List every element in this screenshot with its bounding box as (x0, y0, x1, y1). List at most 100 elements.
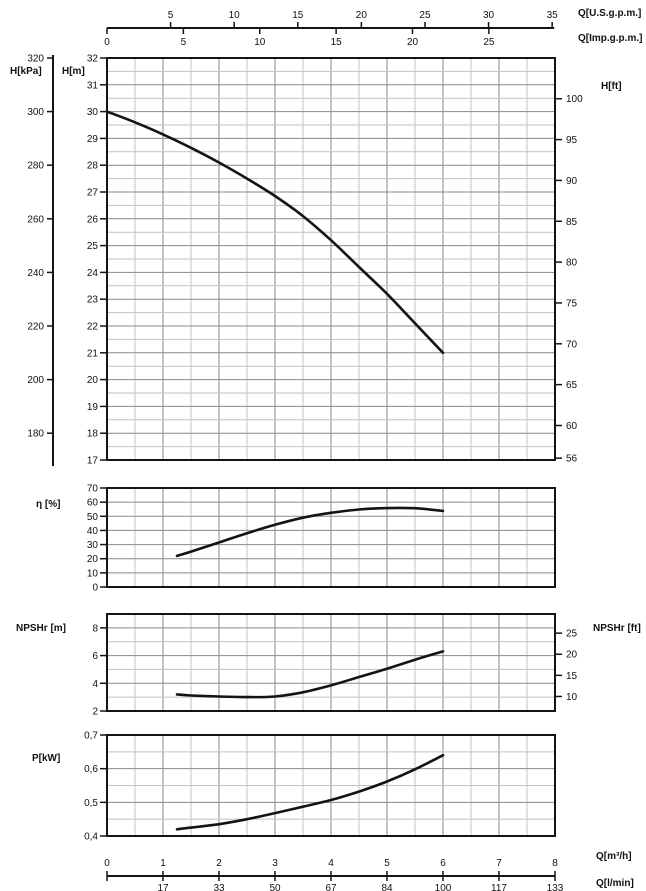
npsh-curve (175, 650, 445, 699)
head-ft-tick-label: 70 (566, 339, 578, 350)
power-tick-label: 0,5 (84, 798, 98, 809)
impgpm-tick-label: 5 (181, 37, 187, 48)
efficiency-plot: 0 10 20 30 40 50 60 70 (87, 484, 556, 594)
efficiency-tick-label: 30 (87, 540, 99, 551)
m3h-tick-label: 8 (552, 858, 558, 869)
m3h-tick-label: 5 (384, 858, 390, 869)
efficiency-tick-label: 20 (87, 554, 99, 565)
kpa-tick-label: 220 (27, 322, 44, 333)
m3h-tick-label: 7 (496, 858, 502, 869)
lmin-tick-label: 117 (491, 883, 507, 891)
head-m-tick-label: 31 (87, 80, 99, 91)
usgpm-tick-label: 15 (292, 10, 304, 21)
head-m-tick-label: 21 (87, 348, 99, 359)
head-m-unit-label: H[m] (62, 66, 85, 77)
lmin-tick-label: 100 (435, 883, 452, 891)
bottom-lmin-unit-label: Q[l/min] (596, 878, 634, 889)
head-m-tick-label: 32 (87, 54, 99, 65)
head-plot: 17 18 19 20 21 22 23 24 25 26 27 28 29 30 31 32 56 60 65 70… (87, 54, 583, 467)
impgpm-tick-label: 20 (407, 37, 419, 48)
lmin-tick-label: 33 (213, 883, 225, 891)
npsh-m-tick-label: 8 (92, 623, 98, 634)
head-m-tick-label: 26 (87, 214, 99, 225)
head-m-tick-label: 17 (87, 456, 99, 467)
impgpm-tick-label: 15 (331, 37, 343, 48)
head-m-tick-label: 24 (87, 268, 99, 279)
head-ft-tick-label: 60 (566, 421, 578, 432)
impgpm-tick-label: 0 (104, 37, 110, 48)
efficiency-tick-label: 60 (87, 498, 99, 509)
head-ft-tick-label: 95 (566, 135, 578, 146)
efficiency-tick-label: 0 (92, 583, 98, 594)
kpa-tick-label: 300 (27, 107, 44, 118)
usgpm-tick-label: 5 (168, 10, 174, 21)
npsh-ft-tick-label: 10 (566, 692, 578, 703)
head-ft-tick-label: 65 (566, 380, 578, 391)
head-ft-tick-label: 85 (566, 217, 578, 228)
head-ft-unit-label: H[ft] (601, 81, 622, 92)
power-plot-frame (106, 734, 556, 837)
impgpm-tick-label: 10 (254, 37, 266, 48)
npsh-plot: 2 4 6 8 10 15 20 25 (92, 613, 578, 718)
head-curve (105, 110, 445, 355)
usgpm-tick-label: 30 (483, 10, 495, 21)
npsh-ft-tick-label: 15 (566, 671, 578, 682)
m3h-tick-label: 4 (328, 858, 334, 869)
head-ft-tick-label: 100 (566, 94, 583, 105)
usgpm-tick-label: 10 (229, 10, 241, 21)
lmin-tick-label: 67 (325, 883, 337, 891)
head-m-tick-label: 27 (87, 188, 99, 199)
head-m-tick-label: 29 (87, 134, 99, 145)
top-usgpm-unit-label: Q[U.S.g.p.m.] (578, 8, 642, 19)
usgpm-tick-label: 25 (419, 10, 431, 21)
efficiency-tick-label: 40 (87, 526, 99, 537)
usgpm-tick-label: 35 (547, 10, 559, 21)
npsh-ft-unit-label: NPSHr [ft] (593, 623, 641, 634)
power-plot: 0,4 0,5 0,6 0,7 (84, 731, 556, 843)
head-kpa-axis: 180 200 220 240 260 280 300 320 (27, 54, 54, 466)
efficiency-unit-label: η [%] (36, 499, 61, 510)
efficiency-plot-frame (106, 487, 556, 588)
head-plot-frame (106, 57, 556, 461)
kpa-tick-label: 240 (27, 268, 44, 279)
npsh-ft-tick-label: 25 (566, 629, 578, 640)
head-ft-tick-label: 80 (566, 258, 578, 269)
m3h-tick-label: 1 (160, 858, 166, 869)
head-ft-tick-label: 75 (566, 298, 578, 309)
efficiency-tick-label: 10 (87, 568, 99, 579)
head-ft-tick-label: 90 (566, 176, 578, 187)
lmin-tick-label: 50 (269, 883, 281, 891)
power-tick-label: 0,7 (84, 731, 98, 742)
bottom-flow-axis: 0 1 2 3 4 5 6 7 817 33 50 67 84 100 117 133 (104, 858, 564, 891)
kpa-tick-label: 180 (27, 429, 44, 440)
top-flow-axis: 5 10 15 20 25 30 35 0 5 10 15 20 25 (104, 10, 558, 48)
npsh-m-tick-label: 4 (92, 679, 98, 690)
head-m-tick-label: 22 (87, 322, 99, 333)
bottom-m3h-unit-label: Q[m³/h] (596, 851, 632, 862)
efficiency-tick-label: 70 (87, 484, 99, 495)
kpa-tick-label: 260 (27, 214, 44, 225)
kpa-tick-label: 200 (27, 375, 44, 386)
power-unit-label: P[kW] (32, 753, 61, 764)
npsh-m-tick-label: 6 (92, 651, 98, 662)
efficiency-curve (175, 506, 445, 558)
head-m-tick-label: 19 (87, 402, 99, 413)
npsh-ft-tick-label: 20 (566, 650, 578, 661)
head-kpa-unit-label: H[kPa] (10, 66, 42, 77)
head-m-tick-label: 18 (87, 429, 99, 440)
head-m-tick-label: 23 (87, 295, 99, 306)
head-m-tick-label: 30 (87, 107, 99, 118)
head-m-tick-label: 25 (87, 241, 99, 252)
lmin-tick-label: 17 (157, 883, 169, 891)
m3h-tick-label: 2 (216, 858, 222, 869)
power-tick-label: 0,6 (84, 764, 98, 775)
head-ft-tick-label: 56 (566, 454, 578, 465)
top-impgpm-unit-label: Q[Imp.g.p.m.] (578, 33, 643, 44)
npsh-m-tick-label: 2 (92, 707, 98, 718)
lmin-tick-label: 84 (381, 883, 393, 891)
kpa-tick-label: 280 (27, 161, 44, 172)
power-curve (175, 753, 445, 831)
head-m-tick-label: 28 (87, 161, 99, 172)
lmin-tick-label: 133 (547, 883, 564, 891)
